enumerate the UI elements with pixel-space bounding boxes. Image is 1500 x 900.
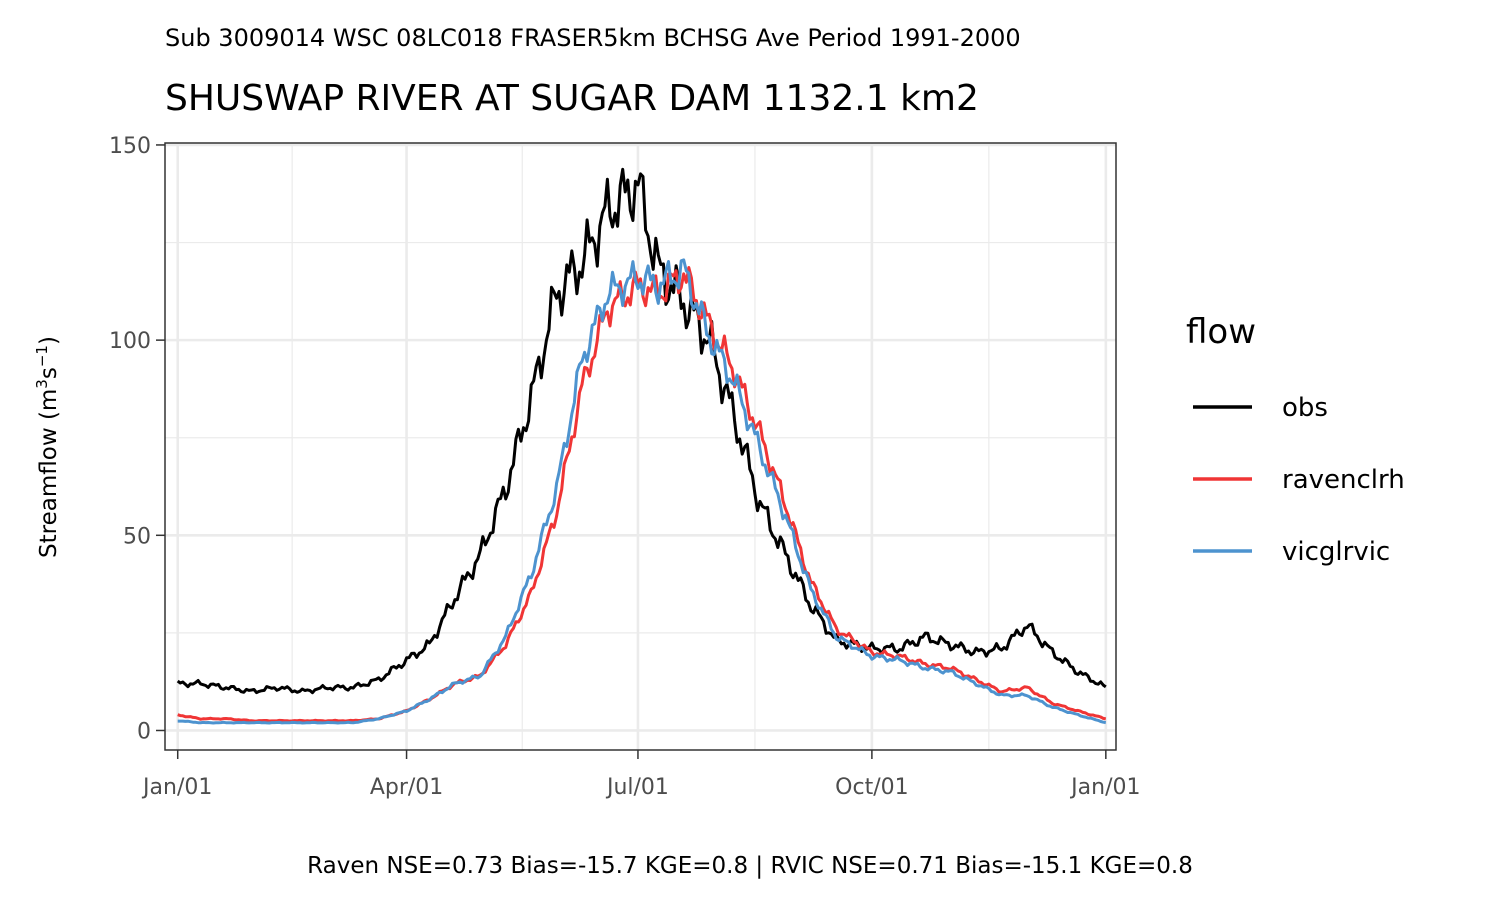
x-tick-label: Jan/01 (141, 775, 212, 800)
series-line-vicglrvic (177, 258, 1107, 725)
x-tick-label: Oct/01 (835, 775, 908, 800)
minor-gridlines (165, 143, 1116, 750)
chart-caption: Raven NSE=0.73 Bias=-15.7 KGE=0.8 | RVIC… (307, 853, 1193, 879)
x-axis: Jan/01 Apr/01 Jul/01 Oct/01 Jan/01 (141, 750, 1140, 800)
legend: flow obs ravenclrh vicglrvic (1186, 312, 1405, 567)
x-tick-label: Jan/01 (1069, 775, 1140, 800)
legend-label-vicglrvic: vicglrvic (1282, 537, 1390, 567)
chart-title: SHUSWAP RIVER AT SUGAR DAM 1132.1 km2 (165, 78, 979, 119)
chart-subtitle: Sub 3009014 WSC 08LC018 FRASER5km BCHSG … (165, 24, 1021, 52)
y-tick-label: 100 (109, 329, 151, 354)
legend-item-obs: obs (1193, 393, 1328, 423)
plot-border (164, 142, 1117, 751)
x-tick-label: Jul/01 (605, 775, 669, 800)
y-tick-label: 50 (123, 524, 151, 549)
legend-label-ravenclrh: ravenclrh (1282, 465, 1405, 495)
legend-item-vicglrvic: vicglrvic (1193, 537, 1390, 567)
plot-panel (165, 143, 1116, 750)
x-tick-label: Apr/01 (370, 775, 443, 800)
y-tick-label: 0 (137, 719, 151, 744)
legend-item-ravenclrh: ravenclrh (1193, 465, 1405, 495)
y-tick-label: 150 (109, 134, 151, 159)
y-axis: 0 50 100 150 (109, 134, 165, 744)
series-line-obs (176, 167, 1107, 695)
legend-title: flow (1186, 312, 1256, 352)
major-gridlines (165, 143, 1116, 750)
y-axis-title: Streamflow (m3s−1) (33, 336, 62, 558)
legend-label-obs: obs (1282, 393, 1328, 423)
series-lines (176, 167, 1107, 725)
